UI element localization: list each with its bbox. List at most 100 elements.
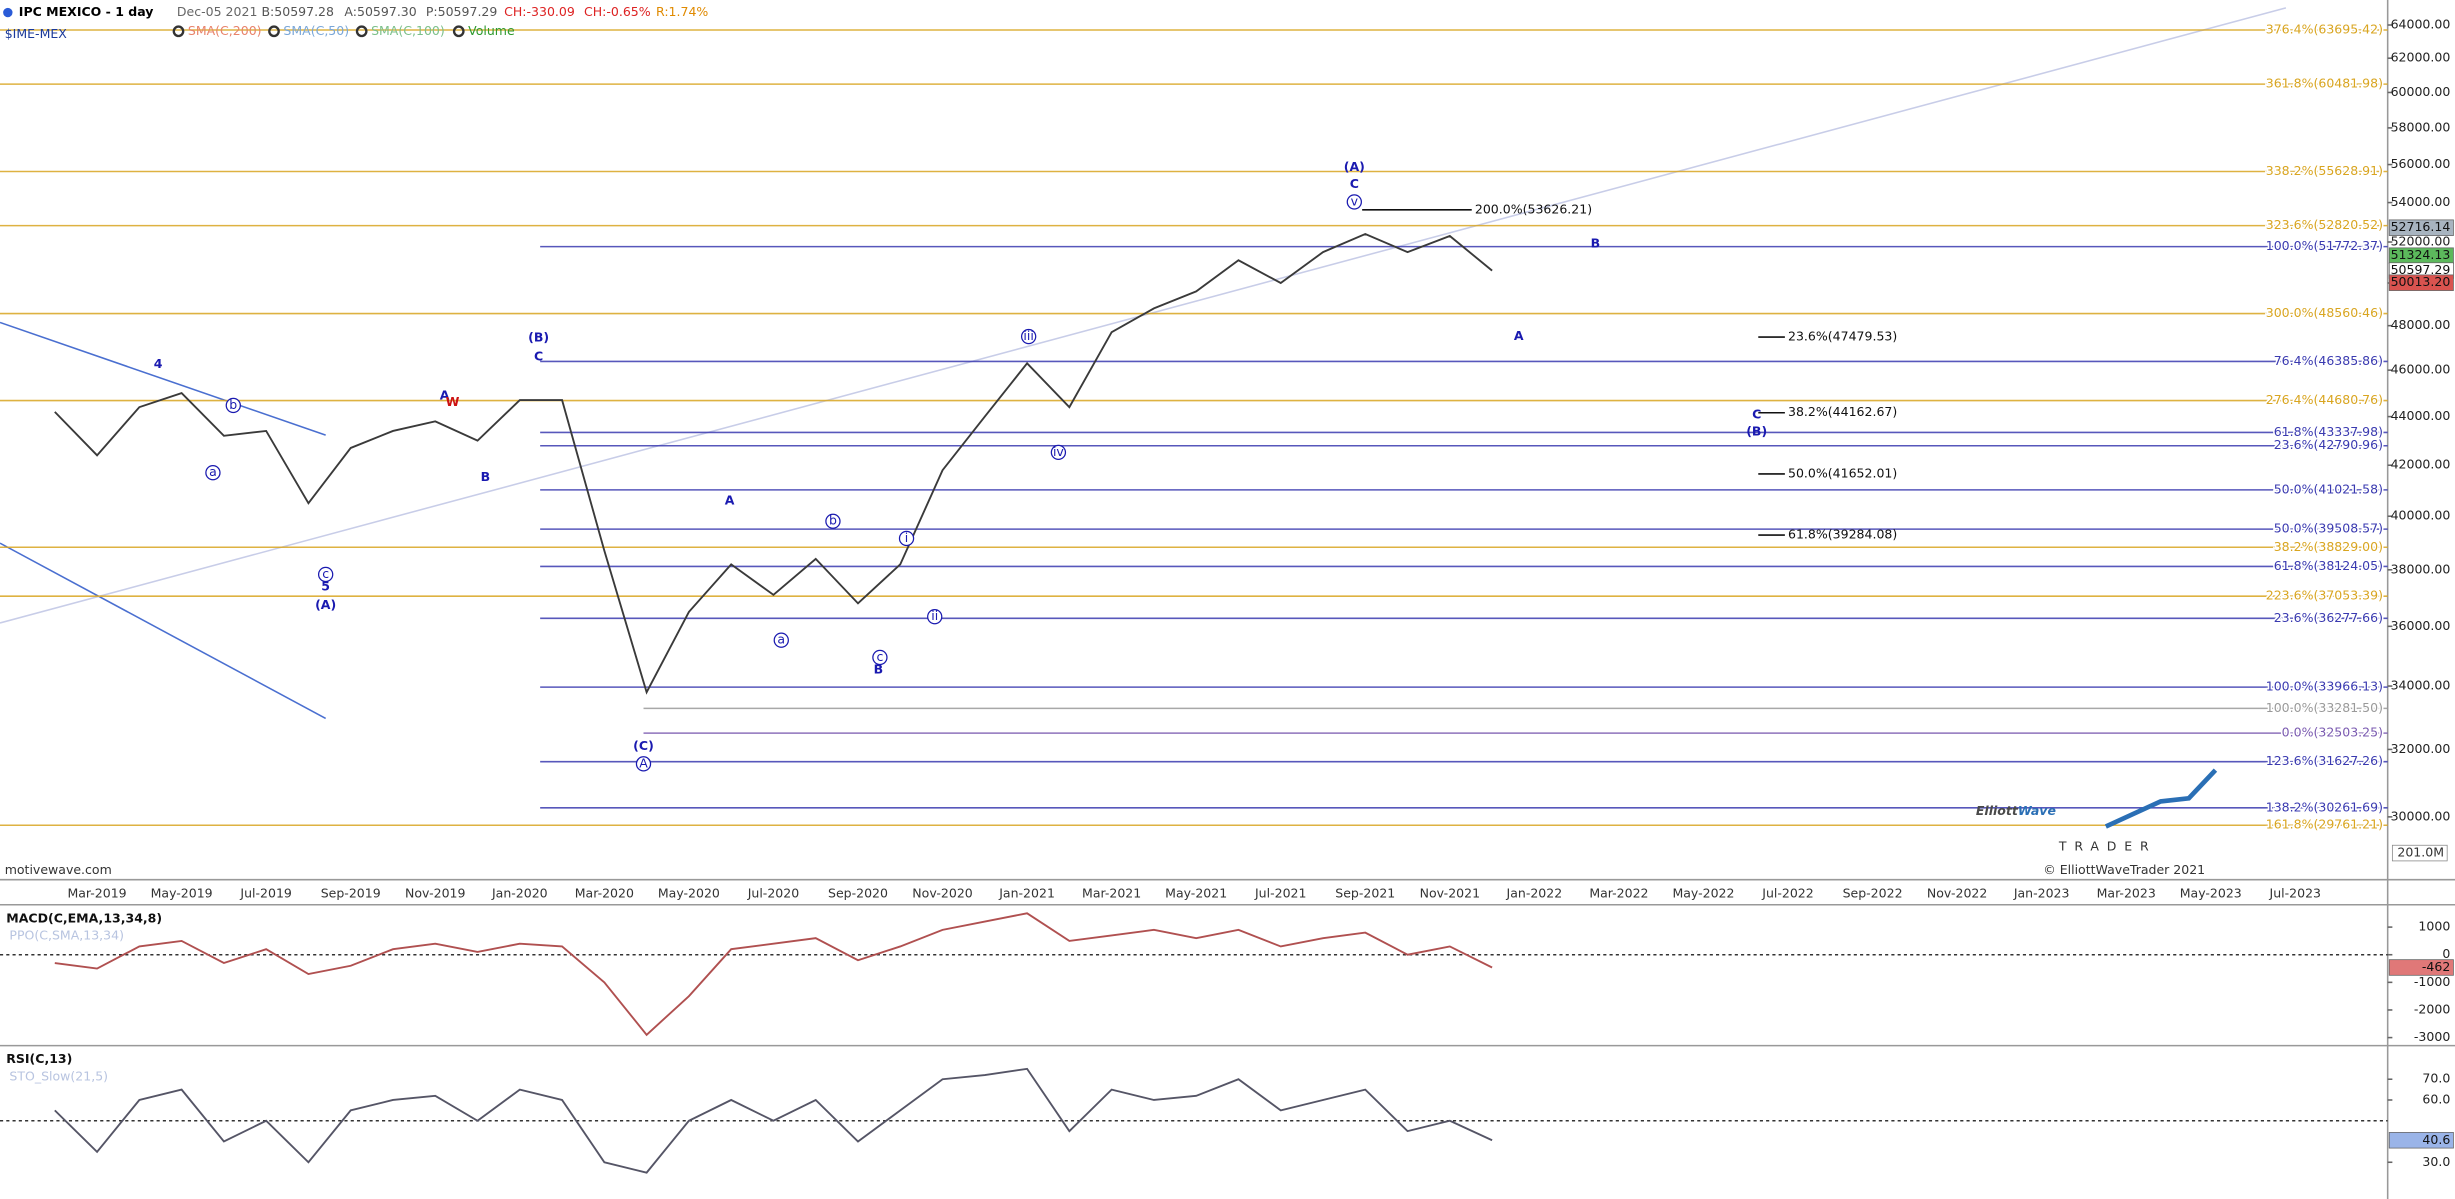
x-tick-label: May-2020: [658, 885, 720, 900]
volume-tag-label: 201.0M: [2397, 845, 2444, 860]
ask: A:50597.30: [344, 4, 416, 19]
y-tick-label: -2000: [2414, 1001, 2450, 1016]
wave-label: (A): [315, 597, 336, 612]
y-tick-label: 42000.00: [2391, 457, 2451, 472]
wave-label: c: [876, 649, 883, 664]
price-tag-label: 51324.13: [2391, 247, 2451, 262]
ticker: $IME-MEX: [5, 26, 68, 41]
trendline: [0, 321, 326, 436]
wave-label: 4: [154, 356, 163, 371]
x-tick-label: Jul-2023: [2269, 885, 2321, 900]
fib-label: 0.0%(32503.25): [2282, 725, 2383, 740]
last-value-label: -462: [2422, 959, 2450, 974]
x-tick-label: Nov-2020: [912, 885, 973, 900]
y-tick-label: 38000.00: [2391, 561, 2451, 576]
y-tick-label: 34000.00: [2391, 678, 2451, 693]
y-tick-label: 54000.00: [2391, 194, 2451, 209]
price-tag-label: 50013.20: [2391, 274, 2451, 289]
fib-label: 323.6%(52820.52): [2266, 217, 2383, 232]
x-tick-label: Jan-2022: [1506, 885, 1563, 900]
wave-circle: [1346, 194, 1362, 210]
x-tick-label: Jan-2023: [2013, 885, 2070, 900]
wave-circle: [635, 756, 652, 772]
wave-circle: [1020, 328, 1037, 345]
volume-tag: [2391, 844, 2448, 862]
wave-label: (B): [1746, 424, 1767, 439]
x-tick-label: Sep-2020: [828, 885, 888, 900]
x-tick-label: Sep-2021: [1335, 885, 1395, 900]
y-tick-label: 0: [2442, 946, 2450, 961]
y-tick-label: 52000.00: [2391, 234, 2451, 249]
fib-label: 376.4%(63695.42): [2266, 21, 2383, 36]
indicator-label: SMA(C,50): [283, 23, 349, 38]
fib-label: 276.4%(44680.76): [2266, 392, 2383, 407]
x-tick-label: Mar-2019: [67, 885, 126, 900]
fib-label: 138.2%(30261.69): [2266, 799, 2383, 814]
y-tick-label: -3000: [2414, 1029, 2450, 1044]
wave-circle: [1050, 444, 1067, 461]
change: CH:-330.09: [504, 4, 575, 19]
wave-label: ii: [931, 608, 938, 623]
y-tick-label: 1000: [2418, 919, 2450, 934]
wave-label: A: [725, 492, 735, 507]
y-tick-label: 62000.00: [2391, 50, 2451, 65]
y-tick-label: 70.0: [2422, 1071, 2450, 1086]
fib-label: 50.0%(39508.57): [2274, 521, 2383, 536]
x-tick-label: Mar-2023: [2097, 885, 2156, 900]
wave-label: v: [1351, 193, 1359, 208]
last-value-tag: [2388, 1132, 2454, 1149]
wave-label: c: [322, 566, 329, 581]
y-tick-label: 64000.00: [2391, 17, 2451, 32]
wave-label: C: [534, 348, 543, 363]
fib-label: 76.4%(46385.86): [2274, 353, 2383, 368]
price-tag-label: 50597.29: [2391, 262, 2451, 277]
copyright: © ElliottWaveTrader 2021: [2043, 862, 2205, 877]
wave-label: C: [1350, 176, 1359, 191]
y-tick-label: 60000.00: [2391, 84, 2451, 99]
panel-title: MACD(C,EMA,13,34,8): [6, 910, 162, 925]
y-tick-label: -1000: [2414, 974, 2450, 989]
bid: B:50597.28: [261, 4, 334, 19]
projection-label: 23.6%(47479.53): [1788, 329, 1897, 344]
wave-label: iii: [1023, 328, 1033, 343]
indicator-label: Volume: [468, 23, 515, 38]
x-tick-label: Jul-2020: [747, 885, 800, 900]
y-tick-label: 32000.00: [2391, 741, 2451, 756]
wave-label: (B): [528, 330, 549, 345]
last-price: P:50597.29: [426, 4, 498, 19]
price-tag-label: 52716.14: [2391, 219, 2451, 234]
indicator-label: SMA(C,200): [188, 23, 262, 38]
y-tick-label: 56000.00: [2391, 156, 2451, 171]
wave-label: b: [229, 397, 237, 412]
gear-icon: [452, 25, 465, 38]
y-tick-label: 60.0: [2422, 1091, 2450, 1106]
fib-label: 161.8%(29761.21): [2266, 817, 2383, 832]
y-tick-label: 40000.00: [2391, 508, 2451, 523]
fib-label: 100.0%(33281.50): [2266, 700, 2383, 715]
wave-label: W: [446, 394, 460, 409]
fib-label: 38.2%(38829.00): [2274, 539, 2383, 554]
y-tick-label: 36000.00: [2391, 618, 2451, 633]
x-tick-label: Jan-2021: [998, 885, 1055, 900]
wave-label: i: [905, 530, 908, 545]
y-tick-label: 48000.00: [2391, 317, 2451, 332]
panel-subtitle: PPO(C,SMA,13,34): [9, 928, 124, 943]
x-tick-label: Nov-2022: [1927, 885, 1987, 900]
wave-circle: [205, 465, 221, 481]
fib-label: 100.0%(51772.37): [2266, 238, 2383, 253]
gear-icon: [268, 25, 280, 38]
wave-label: b: [829, 513, 837, 528]
wave-label: iv: [1053, 444, 1064, 459]
x-tick-label: May-2021: [1165, 885, 1227, 900]
fib-label: 361.8%(60481.98): [2266, 76, 2383, 91]
last-value-tag: [2388, 959, 2454, 976]
wave-label: C: [1752, 406, 1761, 421]
panel-title: RSI(C,13): [6, 1051, 72, 1066]
x-tick-label: Jul-2021: [1254, 885, 1306, 900]
x-tick-label: Nov-2019: [405, 885, 466, 900]
projection-label: 50.0%(41652.01): [1788, 465, 1897, 480]
status-dot: [3, 7, 13, 18]
gear-icon: [355, 25, 368, 38]
